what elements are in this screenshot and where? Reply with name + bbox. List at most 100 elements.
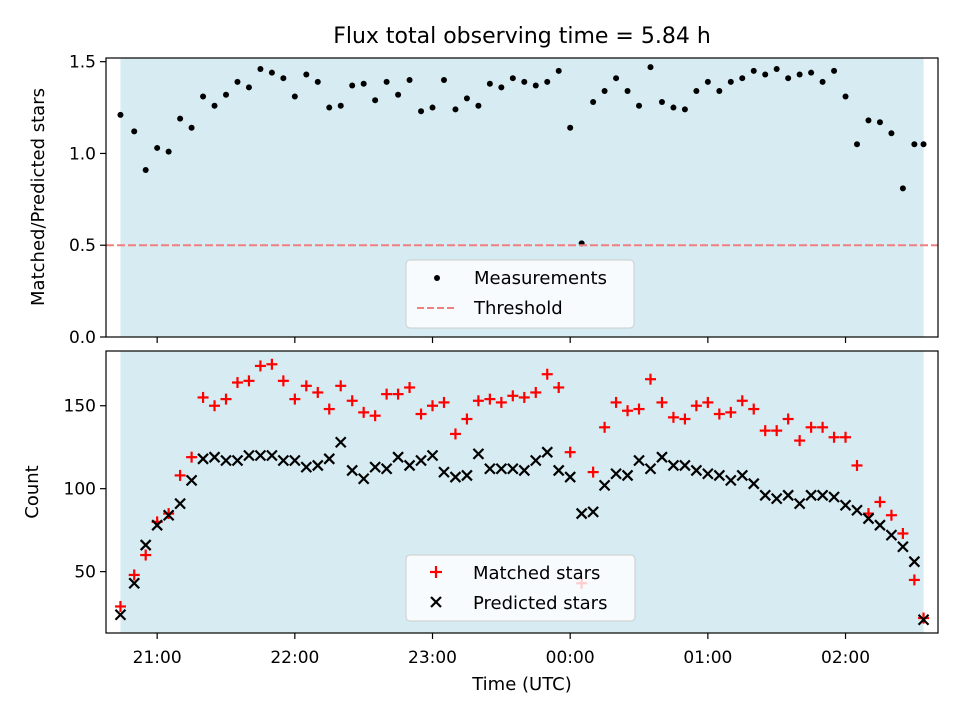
measurement-point (463, 95, 470, 102)
measurement-point (498, 84, 505, 91)
measurement-point (704, 78, 711, 85)
predicted-stars-point (289, 454, 301, 467)
matched-stars-point (404, 381, 416, 393)
matched-stars-point (300, 380, 312, 392)
measurement-point (372, 97, 379, 104)
predicted-stars-point (220, 454, 232, 467)
panel-ratio-x-ticks (156, 337, 847, 343)
panel-counts-frame (105, 350, 939, 634)
measurement-point (693, 88, 700, 95)
predicted-stars-point (575, 507, 588, 520)
y-tick-label: 50 (74, 563, 96, 583)
legend-marker-predicted-stars (430, 596, 442, 608)
measurement-point (223, 91, 230, 98)
predicted-stars-point (598, 479, 611, 492)
matched-stars-point (918, 612, 930, 624)
measurement-point (865, 117, 872, 124)
measurement-point (314, 78, 321, 85)
predicted-stars-point (917, 613, 930, 626)
predicted-stars-point (621, 469, 634, 482)
measurement-point (131, 128, 138, 135)
measurement-point (750, 67, 757, 74)
predicted-stars-point (507, 462, 519, 475)
matched-stars-point (885, 509, 897, 521)
legend-marker-measurements (434, 275, 440, 281)
matched-stars-point (209, 400, 221, 412)
matched-stars-point (725, 406, 737, 418)
matched-stars-point (794, 435, 806, 447)
matched-stars-point (679, 413, 691, 425)
matched-stars-point (840, 431, 852, 443)
measurement-point (154, 144, 161, 151)
panel-ratio-y-axis: 0.0 0.5 1.0 1.5 (69, 53, 106, 348)
measurement-point (337, 102, 344, 109)
measurement-point (475, 102, 482, 109)
matched-stars-point (564, 446, 576, 458)
measurement-point (360, 80, 367, 87)
predicted-stars-point (277, 454, 290, 467)
matched-stars-point (243, 375, 255, 387)
matched-stars-point (622, 405, 634, 417)
predicted-stars-point (656, 451, 668, 463)
matched-stars-point (449, 428, 461, 440)
panel-counts-plot-area (114, 358, 930, 626)
predicted-stars-point (690, 464, 703, 477)
predicted-stars-point (679, 459, 691, 472)
matched-stars-point (323, 403, 335, 415)
measurement-point (658, 99, 665, 106)
measurement-point (808, 69, 815, 76)
predicted-stars-point (139, 539, 152, 551)
predicted-stars-point (862, 512, 875, 525)
measurement-point (486, 80, 493, 87)
matched-stars-point (415, 408, 427, 420)
predicted-stars-point (782, 489, 794, 502)
predicted-stars-point (208, 451, 221, 463)
matched-stars-point (186, 451, 198, 463)
matched-stars-point (599, 421, 611, 433)
predicted-stars-point (185, 474, 198, 487)
predicted-stars-point (461, 469, 473, 482)
measurement-point (303, 71, 310, 78)
measurement-point (831, 67, 838, 74)
measurement-point (899, 185, 906, 192)
measurement-point (670, 104, 677, 111)
matched-stars-point (851, 459, 863, 471)
matched-stars-point (335, 380, 347, 392)
predicted-stars-point (874, 519, 886, 531)
matched-stars-point (553, 381, 565, 393)
predicted-stars-point (816, 489, 829, 502)
matched-stars-point (369, 410, 381, 422)
matched-stars-point (656, 396, 668, 408)
measurement-point (636, 102, 643, 109)
measurement-point (234, 78, 241, 85)
measurement-point (796, 71, 803, 78)
measurement-point (211, 102, 218, 109)
measurement-point (613, 75, 620, 82)
matched-stars-point (702, 396, 714, 408)
legend-label-threshold: Threshold (473, 298, 563, 319)
matched-stars-point (174, 469, 186, 481)
predicted-stars-point (266, 449, 278, 462)
measurement-point (888, 130, 895, 137)
panel-counts-legend: Matched stars Predicted stars (405, 554, 636, 622)
predicted-stars-point (736, 469, 749, 482)
legend-label-measurements: Measurements (474, 268, 607, 289)
predicted-stars-point (610, 467, 622, 480)
measurement-point (647, 64, 654, 71)
matched-stars-point (220, 393, 232, 405)
predicted-stars-point (518, 464, 531, 477)
measurement-point (716, 88, 723, 95)
measurement-point (165, 148, 172, 155)
predicted-stars-point (644, 462, 657, 475)
matched-stars-point (358, 406, 370, 418)
measurement-point (876, 119, 883, 126)
y-tick-label: 1.5 (69, 53, 96, 73)
y-tick-label: 150 (64, 397, 96, 417)
predicted-stars-point (403, 459, 416, 472)
predicted-stars-point (564, 471, 576, 483)
matched-stars-point (782, 413, 794, 425)
measurement-point (544, 78, 551, 85)
predicted-stars-point (114, 608, 127, 621)
measurement-point (280, 75, 287, 82)
measurement-point (911, 141, 918, 148)
